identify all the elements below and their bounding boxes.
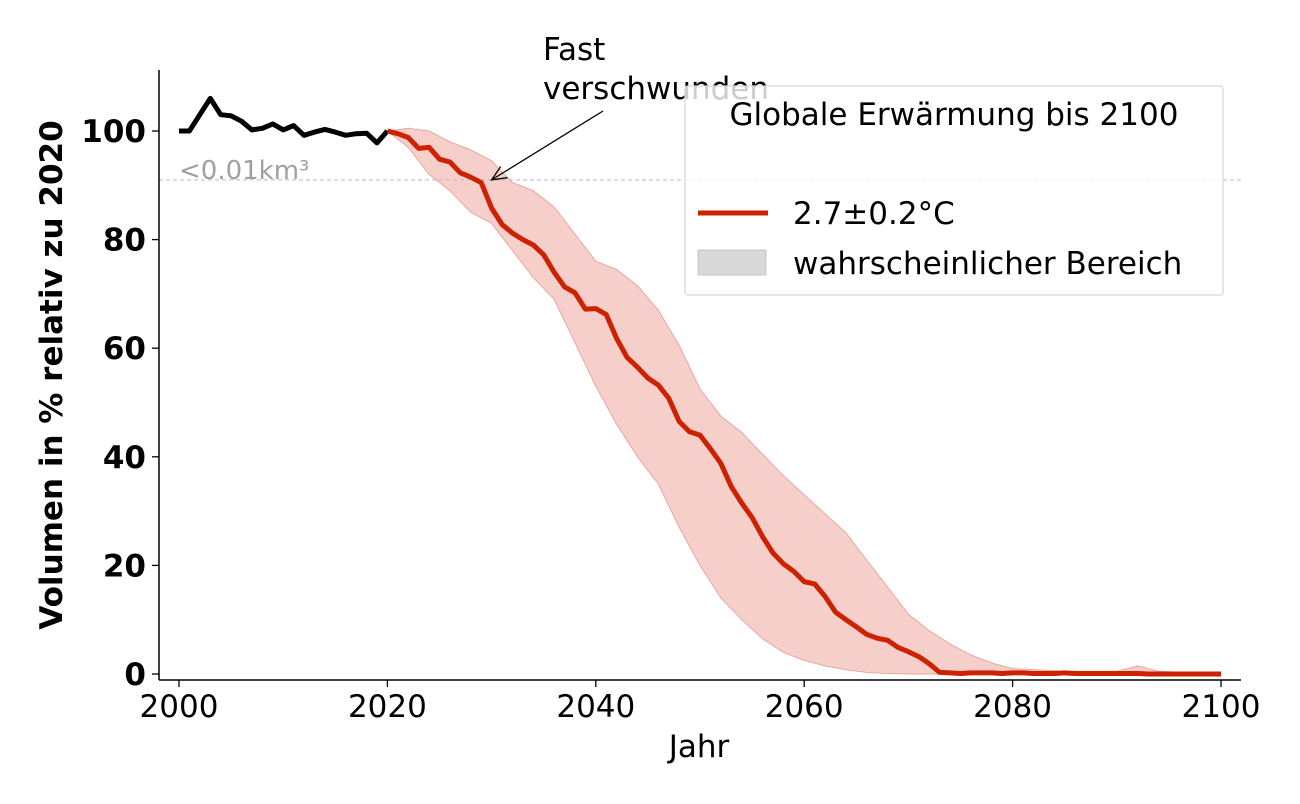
legend: Globale Erwärmung bis 2100 2.7±0.2°C wah… [684, 85, 1224, 296]
projection-series-line [386, 128, 1221, 677]
x-tick-label: 2060 [765, 689, 844, 725]
x-tick-label: 2080 [973, 689, 1052, 725]
legend-box [684, 85, 1224, 296]
y-tick-label: 100 [81, 114, 146, 150]
plot-area [159, 95, 1241, 677]
legend-entry-band: wahrscheinlicher Bereich [793, 246, 1182, 282]
axes [158, 70, 1241, 681]
annotation-arrow [491, 110, 604, 181]
y-tick-label: 60 [103, 331, 146, 367]
x-tick-label: 2020 [348, 689, 427, 725]
threshold-label: <0.01km³ [179, 156, 309, 186]
historical-series-line [179, 95, 390, 146]
y-axis-title: Volumen in % relativ zu 2020 [34, 120, 70, 629]
legend-band-swatch [697, 249, 767, 276]
x-axis-title: Jahr [667, 729, 730, 765]
annotation-line-1: Fast [543, 32, 605, 68]
x-tick-label: 2000 [140, 689, 219, 725]
x-tick-label: 2040 [556, 689, 635, 725]
legend-entry-projection: 2.7±0.2°C [793, 196, 955, 232]
y-tick-label: 0 [124, 657, 146, 693]
legend-title: Globale Erwärmung bis 2100 [730, 97, 1179, 133]
y-tick-label: 20 [103, 548, 146, 584]
x-tick-label: 2100 [1182, 689, 1261, 725]
y-tick-label: 40 [103, 440, 146, 476]
y-tick-label: 80 [103, 223, 146, 259]
annotation-arrowhead [490, 166, 508, 181]
